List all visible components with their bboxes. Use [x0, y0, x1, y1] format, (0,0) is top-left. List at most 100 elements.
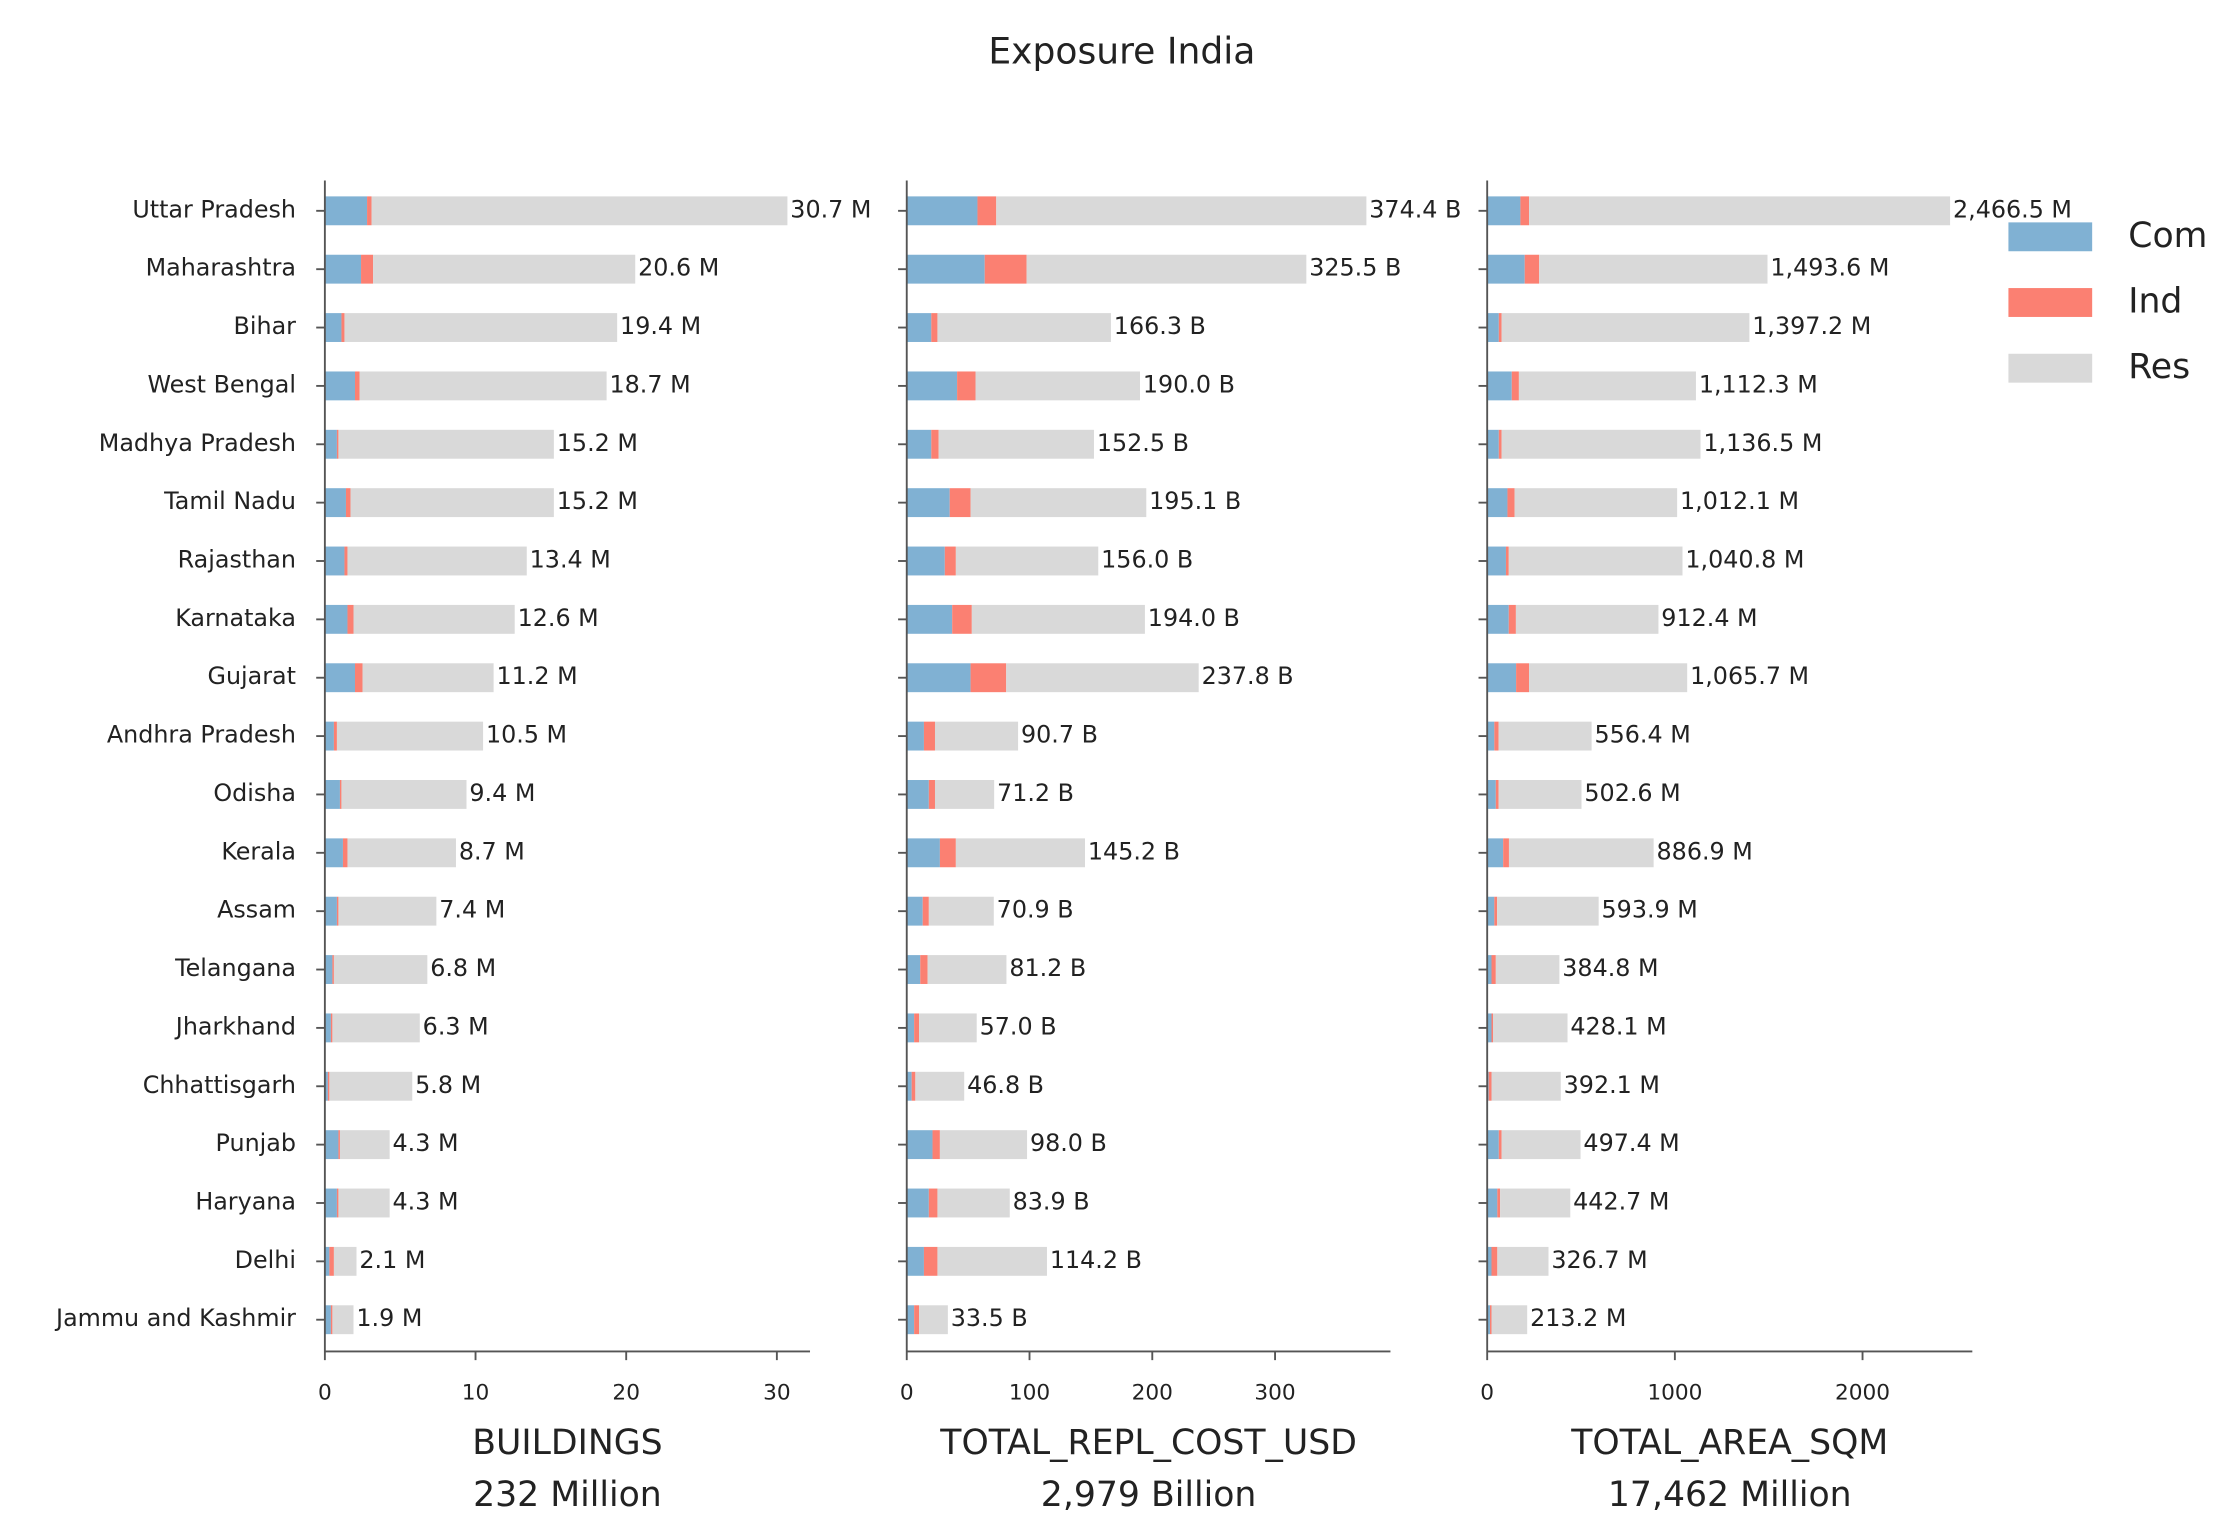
total-label: 57.0 B — [980, 1012, 1057, 1040]
x-axis-subtitle: 2,979 Billion — [1041, 1475, 1257, 1515]
bar-segment — [955, 838, 1086, 868]
bar-segment — [938, 429, 1094, 459]
bar-segment — [324, 1188, 337, 1218]
total-label: 1,065.7 M — [1690, 662, 1809, 690]
bar-segment — [1498, 1130, 1502, 1160]
total-label: 152.5 B — [1097, 429, 1189, 457]
bar-segment — [1487, 1246, 1492, 1276]
bar-segment — [324, 546, 345, 576]
bar-segment — [338, 429, 554, 459]
total-label: 8.7 M — [459, 837, 525, 865]
bar-segment — [906, 254, 985, 284]
bar-segment — [1507, 488, 1515, 518]
total-label: 46.8 B — [967, 1071, 1044, 1099]
bar-segment — [1487, 604, 1509, 634]
total-label: 11.2 M — [497, 662, 578, 690]
total-label: 5.8 M — [415, 1071, 481, 1099]
bar-segment — [931, 313, 938, 342]
y-tick-label: Gujarat — [208, 662, 296, 690]
bar-segment — [1493, 1013, 1568, 1043]
bar-segment — [1491, 1013, 1494, 1043]
y-tick-label: West Bengal — [147, 370, 296, 398]
bar-segment — [906, 1130, 933, 1160]
bar-segment — [347, 604, 354, 634]
y-tick-label: Uttar Pradesh — [132, 195, 296, 223]
bar-segment — [1006, 663, 1199, 693]
bar-segment — [332, 1013, 420, 1043]
total-label: 81.2 B — [1009, 954, 1086, 982]
bar-segment — [1490, 1305, 1492, 1335]
bar-segment — [1491, 955, 1496, 984]
y-tick-label: Haryana — [195, 1187, 296, 1215]
total-label: 83.9 B — [1013, 1187, 1090, 1215]
bar-segment — [932, 1130, 940, 1160]
y-tick-label: Karnataka — [175, 604, 296, 632]
bar-segment — [324, 196, 368, 226]
total-label: 195.1 B — [1149, 487, 1241, 515]
x-tick-label: 1000 — [1647, 1380, 1702, 1405]
bar-segment — [1494, 721, 1499, 751]
bar-segment — [1503, 838, 1509, 868]
bar-segment — [996, 196, 1367, 226]
bar-segment — [1491, 1305, 1528, 1335]
bar-segment — [1498, 429, 1502, 459]
bar-segment — [341, 313, 345, 342]
total-label: 1,012.1 M — [1680, 487, 1799, 515]
bar-segment — [955, 546, 1099, 576]
bar-segment — [347, 546, 527, 576]
bar-segment — [906, 313, 932, 342]
total-label: 2.1 M — [359, 1246, 425, 1274]
bar-segment — [1487, 429, 1499, 459]
legend-label: Ind — [2128, 282, 2182, 322]
bar-segment — [906, 838, 940, 868]
bar-segment — [906, 429, 932, 459]
bar-segment — [353, 604, 515, 634]
bar-segment — [906, 371, 958, 401]
total-label: 428.1 M — [1570, 1012, 1666, 1040]
total-label: 90.7 B — [1021, 721, 1098, 749]
bar-segment — [324, 780, 340, 809]
bar-segment — [923, 721, 935, 751]
bar-segment — [324, 1071, 328, 1101]
bar-segment — [1487, 955, 1492, 984]
bar-segment — [977, 196, 997, 226]
y-tick-label: Assam — [217, 896, 296, 924]
bar-segment — [1487, 663, 1517, 693]
legend-swatch — [2008, 288, 2093, 317]
bar-segment — [1487, 1130, 1499, 1160]
total-label: 326.7 M — [1551, 1246, 1647, 1274]
bar-segment — [906, 721, 924, 751]
x-axis-title: BUILDINGS — [472, 1423, 662, 1463]
bar-segment — [1487, 896, 1495, 926]
total-label: 392.1 M — [1564, 1071, 1660, 1099]
total-label: 9.4 M — [469, 779, 535, 807]
bar-segment — [330, 1013, 333, 1043]
bar-segment — [327, 1071, 330, 1101]
bar-segment — [914, 1013, 920, 1043]
total-label: 1,040.8 M — [1685, 545, 1804, 573]
total-label: 1,397.2 M — [1752, 312, 1871, 340]
total-label: 30.7 M — [790, 195, 871, 223]
bar-segment — [937, 313, 1111, 342]
bar-segment — [1529, 663, 1688, 693]
total-label: 13.4 M — [530, 545, 611, 573]
bar-segment — [373, 254, 636, 284]
y-tick-label: Telangana — [174, 954, 296, 982]
bar-segment — [1487, 546, 1506, 576]
bar-segment — [329, 1246, 334, 1276]
bar-segment — [906, 1188, 929, 1218]
bar-segment — [1524, 254, 1540, 284]
bar-segment — [333, 721, 337, 751]
total-label: 384.8 M — [1562, 954, 1658, 982]
bar-segment — [1488, 1071, 1492, 1101]
bar-segment — [984, 254, 1027, 284]
x-tick-label: 0 — [318, 1380, 332, 1405]
bar-segment — [1487, 254, 1525, 284]
bar-segment — [324, 313, 342, 342]
y-tick-label: Jammu and Kashmir — [54, 1304, 296, 1332]
bar-segment — [324, 429, 337, 459]
bar-segment — [1497, 1246, 1549, 1276]
bar-segment — [361, 254, 374, 284]
